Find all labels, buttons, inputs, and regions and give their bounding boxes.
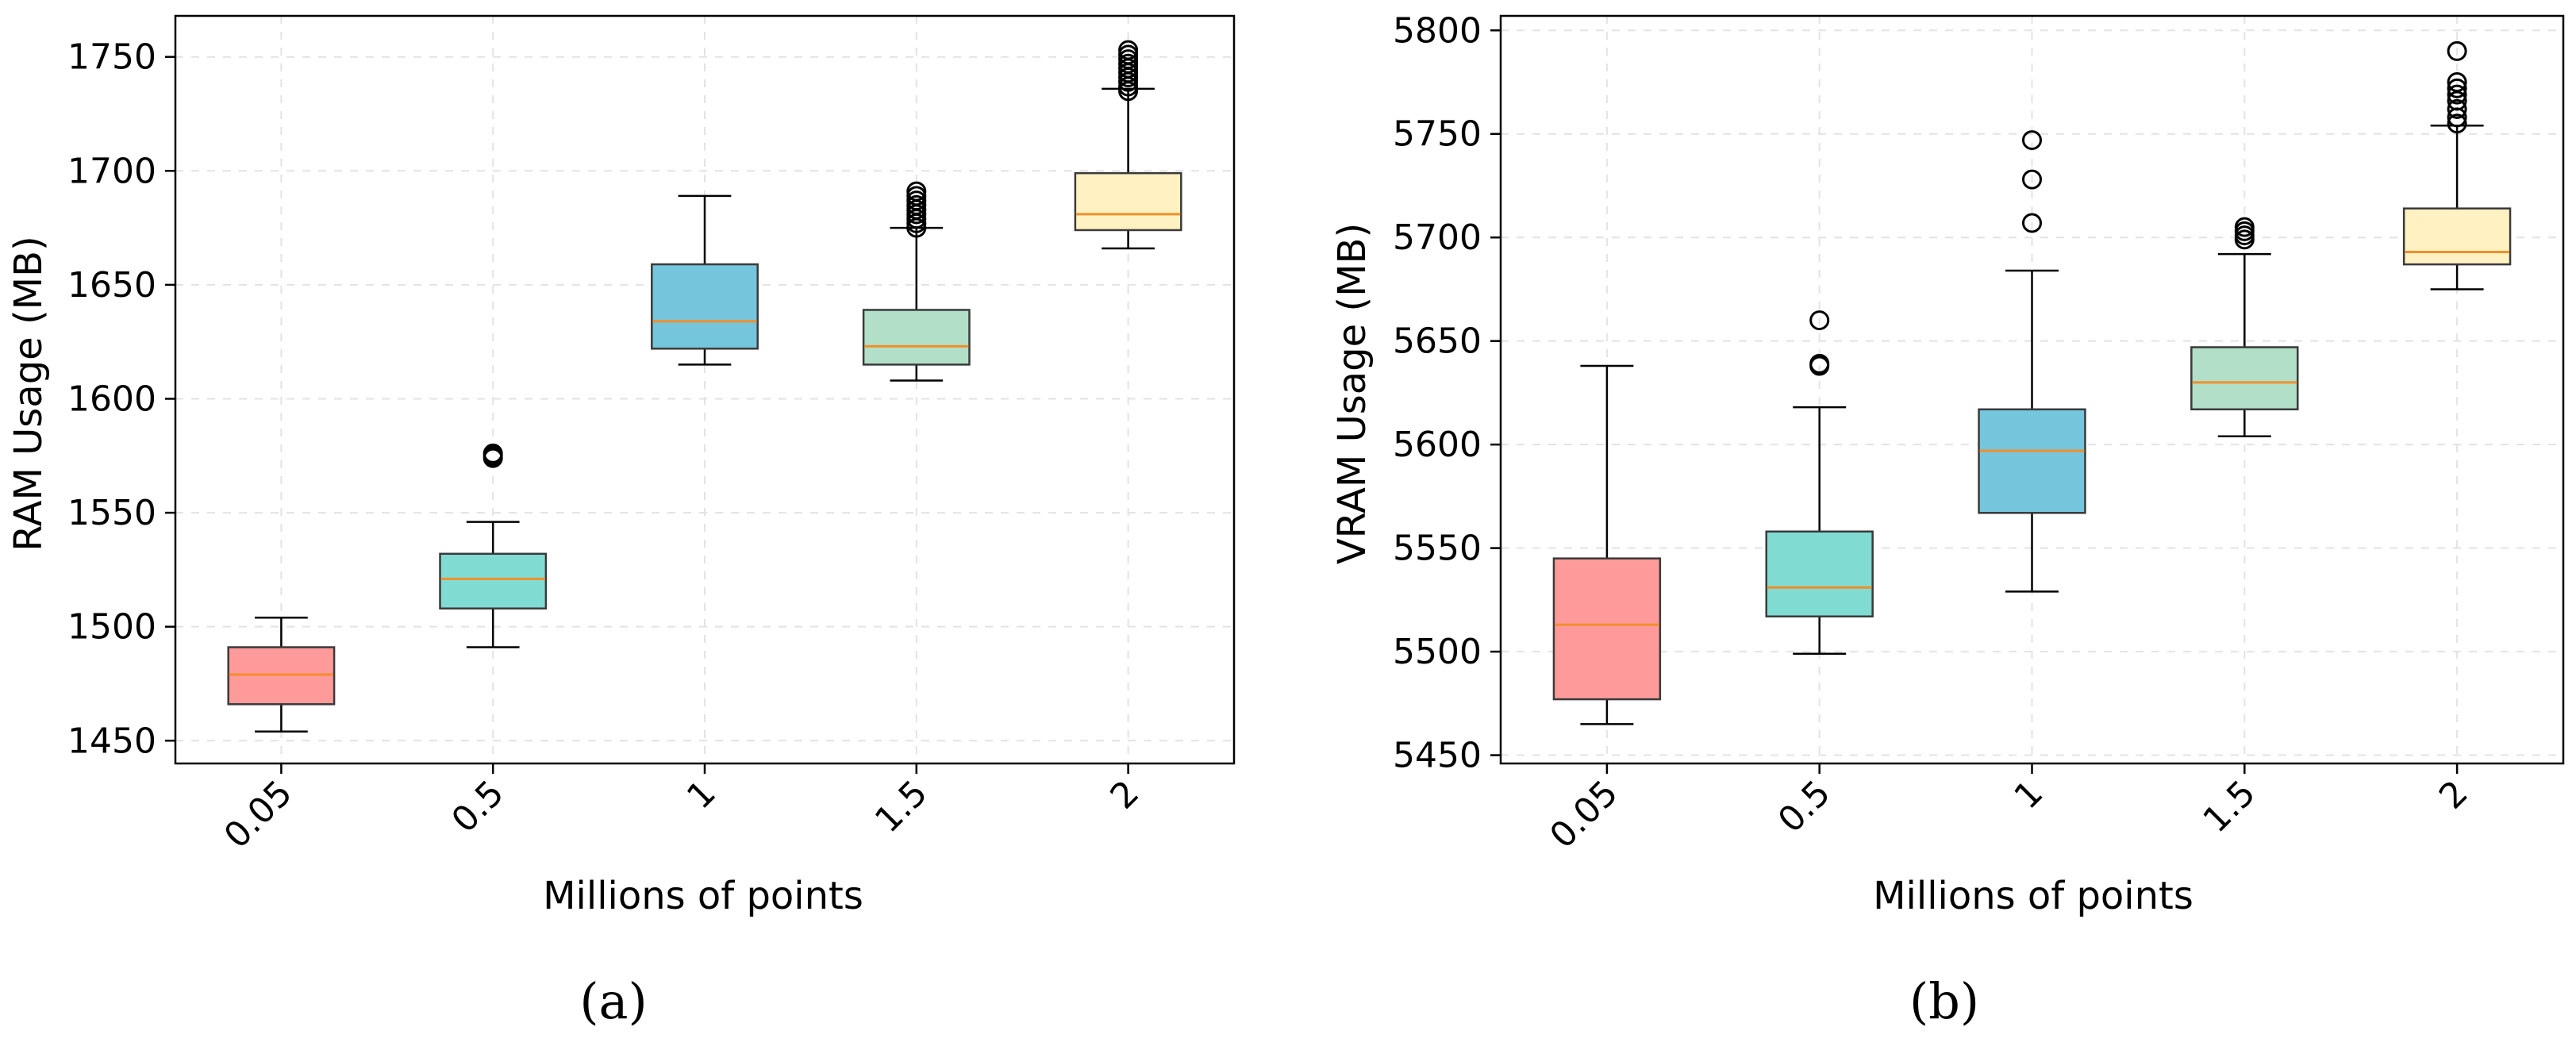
x-axis-title: Millions of points (1873, 874, 2193, 918)
box (2190, 346, 2299, 411)
y-tick-label: 5550 (1393, 529, 1482, 569)
chart-panel-a: Millions of points RAM Usage (MB) (a) 14… (6, 14, 1236, 1030)
x-tick-label: 0.5 (1771, 773, 1839, 841)
y-tick-label: 1600 (67, 379, 156, 419)
outlier-point (1118, 40, 1139, 60)
y-tick-label: 5500 (1393, 632, 1482, 672)
x-tick-label: 0.5 (444, 773, 512, 841)
outlier-point (2022, 169, 2042, 190)
box (2402, 207, 2512, 266)
y-axis-title: VRAM Usage (MB) (1330, 223, 1375, 564)
outlier-point (2022, 213, 2042, 233)
outlier-point (1809, 353, 1830, 374)
x-tick-label: 0.05 (1542, 773, 1625, 856)
x-tick-label: 1 (679, 773, 724, 817)
outlier-point (2447, 113, 2467, 134)
y-axis-title: RAM Usage (MB) (6, 236, 51, 552)
box (1765, 530, 1874, 617)
y-tick-label: 5450 (1393, 736, 1482, 776)
panel-label: (b) (1909, 972, 1979, 1030)
chart-panel-b: Millions of points VRAM Usage (MB) (b) 5… (1330, 10, 2565, 1030)
box (1074, 171, 1182, 232)
y-tick-label: 5700 (1393, 217, 1482, 258)
y-tick-label: 5800 (1393, 10, 1482, 51)
x-tick-label: 0.05 (217, 773, 300, 856)
plot-frame (1499, 14, 2565, 765)
y-tick-label: 1500 (67, 607, 156, 648)
outlier-point (2022, 130, 2042, 151)
y-tick-label: 1550 (67, 493, 156, 533)
outlier-point (1809, 310, 1830, 331)
x-axis-title: Millions of points (543, 874, 863, 918)
panel-label: (a) (579, 972, 647, 1030)
outlier-point (2447, 84, 2467, 105)
x-tick-label: 1.5 (867, 773, 936, 841)
y-tick-label: 1450 (67, 721, 156, 761)
outlier-point (906, 181, 927, 202)
y-tick-label: 1700 (67, 151, 156, 191)
outlier-point (2447, 78, 2467, 98)
box (439, 552, 548, 610)
x-tick-label: 2 (1103, 773, 1148, 817)
y-tick-label: 5600 (1393, 425, 1482, 465)
x-tick-label: 1.5 (2196, 773, 2264, 841)
y-tick-label: 5650 (1393, 321, 1482, 362)
plot-frame (174, 14, 1236, 765)
outlier-point (2447, 40, 2467, 61)
y-tick-label: 1650 (67, 265, 156, 306)
x-tick-label: 1 (2006, 773, 2051, 817)
box (1552, 557, 1662, 701)
outlier-point (2447, 72, 2467, 93)
box (651, 263, 759, 350)
outlier-point (2234, 217, 2255, 237)
box (1978, 408, 2086, 514)
y-tick-label: 1750 (67, 37, 156, 78)
box (862, 309, 971, 366)
y-tick-label: 5750 (1393, 114, 1482, 155)
x-tick-label: 2 (2432, 773, 2476, 817)
outlier-point (2447, 98, 2467, 119)
outlier-point (483, 443, 503, 463)
